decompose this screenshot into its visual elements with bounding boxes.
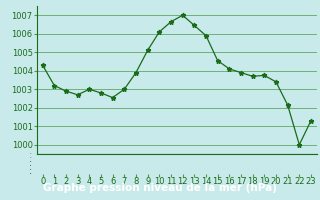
Text: Graphe pression niveau de la mer (hPa): Graphe pression niveau de la mer (hPa) xyxy=(43,183,277,193)
